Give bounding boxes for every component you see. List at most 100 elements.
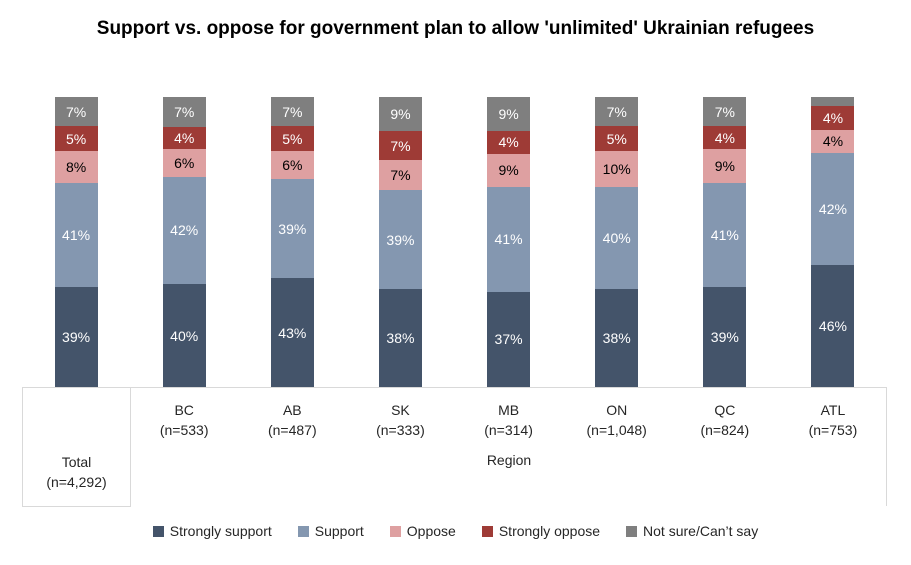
bar-segment: 5% xyxy=(595,126,639,152)
legend-label: Strongly support xyxy=(169,523,272,539)
bar-value-label: 43% xyxy=(278,324,307,341)
bar-value-label: 40% xyxy=(602,230,631,247)
bar-value-label: 38% xyxy=(602,330,631,347)
category-sample-size: (n=824) xyxy=(700,422,750,438)
bar-value-label: 41% xyxy=(710,227,739,244)
bar-segment: 6% xyxy=(270,151,314,179)
axis-label-qc: QC (n=824) xyxy=(671,400,779,440)
legend-swatch-icon xyxy=(152,525,164,537)
bar-value-label: 4% xyxy=(822,110,844,127)
bar-value-label: 46% xyxy=(818,318,847,335)
bar-value-label: 42% xyxy=(170,222,199,239)
bar-segment: 6% xyxy=(162,149,206,177)
bar-segment: 39% xyxy=(378,189,422,290)
axis-separator-left xyxy=(22,387,23,506)
bar-segment: 9% xyxy=(487,153,531,188)
bar-segment: 41% xyxy=(487,187,531,292)
bar-value-label: 7% xyxy=(390,166,411,183)
legend-swatch-icon xyxy=(626,525,638,537)
category-sample-size: (n=314) xyxy=(484,422,533,438)
bar-value-label: 39% xyxy=(386,231,415,248)
bar-segment: 38% xyxy=(595,289,639,387)
bar-value-label: 7% xyxy=(282,103,303,120)
bar-segment: 40% xyxy=(162,284,206,387)
legend-item: Strongly support xyxy=(152,523,272,539)
bar-segment: 9% xyxy=(703,149,747,183)
bar-segment: 7% xyxy=(378,130,422,161)
bar-value-label: 7% xyxy=(65,103,87,120)
bar-segment: 7% xyxy=(162,97,206,127)
axis-label-atl: ATL (n=753) xyxy=(779,400,887,440)
category-sample-size: (n=753) xyxy=(808,422,858,438)
bar-segment: 4% xyxy=(162,126,206,150)
bar-value-label: 7% xyxy=(390,137,411,154)
bar-value-label: 4% xyxy=(498,134,519,151)
bar-value-label: 7% xyxy=(174,103,195,120)
bar-value-label: 8% xyxy=(65,159,87,176)
legend-swatch-icon xyxy=(481,525,493,537)
bar-value-label: 39% xyxy=(62,329,91,346)
category-sample-size: (n=333) xyxy=(376,422,425,438)
bar-segment: 4% xyxy=(811,106,855,130)
stacked-bar-bc: 40% 42% 6% 4% 7% xyxy=(162,97,206,387)
bar-segment: 4% xyxy=(811,129,855,154)
legend-label: Support xyxy=(314,523,364,539)
legend-label: Not sure/Can’t say xyxy=(643,523,759,539)
stacked-bar-qc: 39% 41% 9% 4% 7% xyxy=(703,97,747,387)
axis-group-label-region: Region xyxy=(486,452,532,468)
bar-column-qc: 39% 41% 9% 4% 7% xyxy=(671,97,779,387)
legend-label: Oppose xyxy=(406,523,456,539)
axis-separator-right xyxy=(886,387,887,506)
bar-value-label: 9% xyxy=(498,162,519,179)
bar-value-label: 39% xyxy=(710,329,739,346)
stacked-bar-atl: 46% 42% 4% 4% xyxy=(811,97,855,387)
stacked-bar-on: 38% 40% 10% 5% 7% xyxy=(595,97,639,387)
legend-item: Support xyxy=(297,523,364,539)
bar-value-label: 9% xyxy=(390,105,411,122)
plot-area: 39% 41% 8% 5% 7% 40% 42% 6% 4% 7% 43% 39% 6% 5% 7% 38% 3… xyxy=(22,97,887,387)
bar-value-label: 6% xyxy=(174,155,195,172)
category-name: SK xyxy=(391,402,410,418)
bar-segment: 9% xyxy=(487,97,531,131)
bar-segment: 43% xyxy=(270,278,314,387)
bar-value-label: 4% xyxy=(174,130,195,146)
axis-label-mb: MB (n=314) xyxy=(455,400,563,440)
bar-segment: 41% xyxy=(54,183,98,288)
legend-item: Oppose xyxy=(389,523,456,539)
bar-value-label: 39% xyxy=(278,220,307,237)
axis-label-sk: SK (n=333) xyxy=(346,400,454,440)
axis-label-on: ON (n=1,048) xyxy=(563,400,671,440)
legend-item: Strongly oppose xyxy=(481,523,600,539)
legend-swatch-icon xyxy=(297,525,309,537)
category-name: BC xyxy=(174,402,194,418)
bar-value-label: 6% xyxy=(282,157,303,173)
bar-value-label: 38% xyxy=(386,330,415,347)
bar-segment: 8% xyxy=(54,151,98,183)
bar-segment: 42% xyxy=(811,153,855,266)
bar-segment: 7% xyxy=(54,97,98,127)
bar-value-label: 5% xyxy=(606,130,627,147)
bar-segment: 39% xyxy=(703,287,747,387)
bar-value-label: 7% xyxy=(606,103,627,120)
bar-value-label: 5% xyxy=(65,130,87,147)
bar-segment: 4% xyxy=(487,130,531,154)
bar-segment: 7% xyxy=(595,97,639,127)
category-name: MB xyxy=(498,402,520,418)
category-sample-size: (n=1,048) xyxy=(586,422,647,438)
bar-column-atl: 46% 42% 4% 4% xyxy=(779,97,887,387)
bar-segment xyxy=(811,97,855,107)
legend-item: Not sure/Can’t say xyxy=(626,523,758,539)
legend-swatch-icon xyxy=(389,525,401,537)
bar-segment: 4% xyxy=(703,126,747,150)
category-sample-size: (n=533) xyxy=(159,422,209,438)
bar-column-sk: 38% 39% 7% 7% 9% xyxy=(346,97,454,387)
bar-segment: 41% xyxy=(703,183,747,288)
bar-segment: 39% xyxy=(270,178,314,279)
axis-label-total: Total (n=4,292) xyxy=(22,452,131,492)
bar-segment: 10% xyxy=(595,151,639,188)
total-label-line2: (n=4,292) xyxy=(46,474,107,490)
axis-label-bc: BC (n=533) xyxy=(130,400,238,440)
bar-column-mb: 37% 41% 9% 4% 9% xyxy=(455,97,563,387)
bar-segment: 7% xyxy=(378,160,422,190)
bar-value-label: 37% xyxy=(494,331,523,348)
